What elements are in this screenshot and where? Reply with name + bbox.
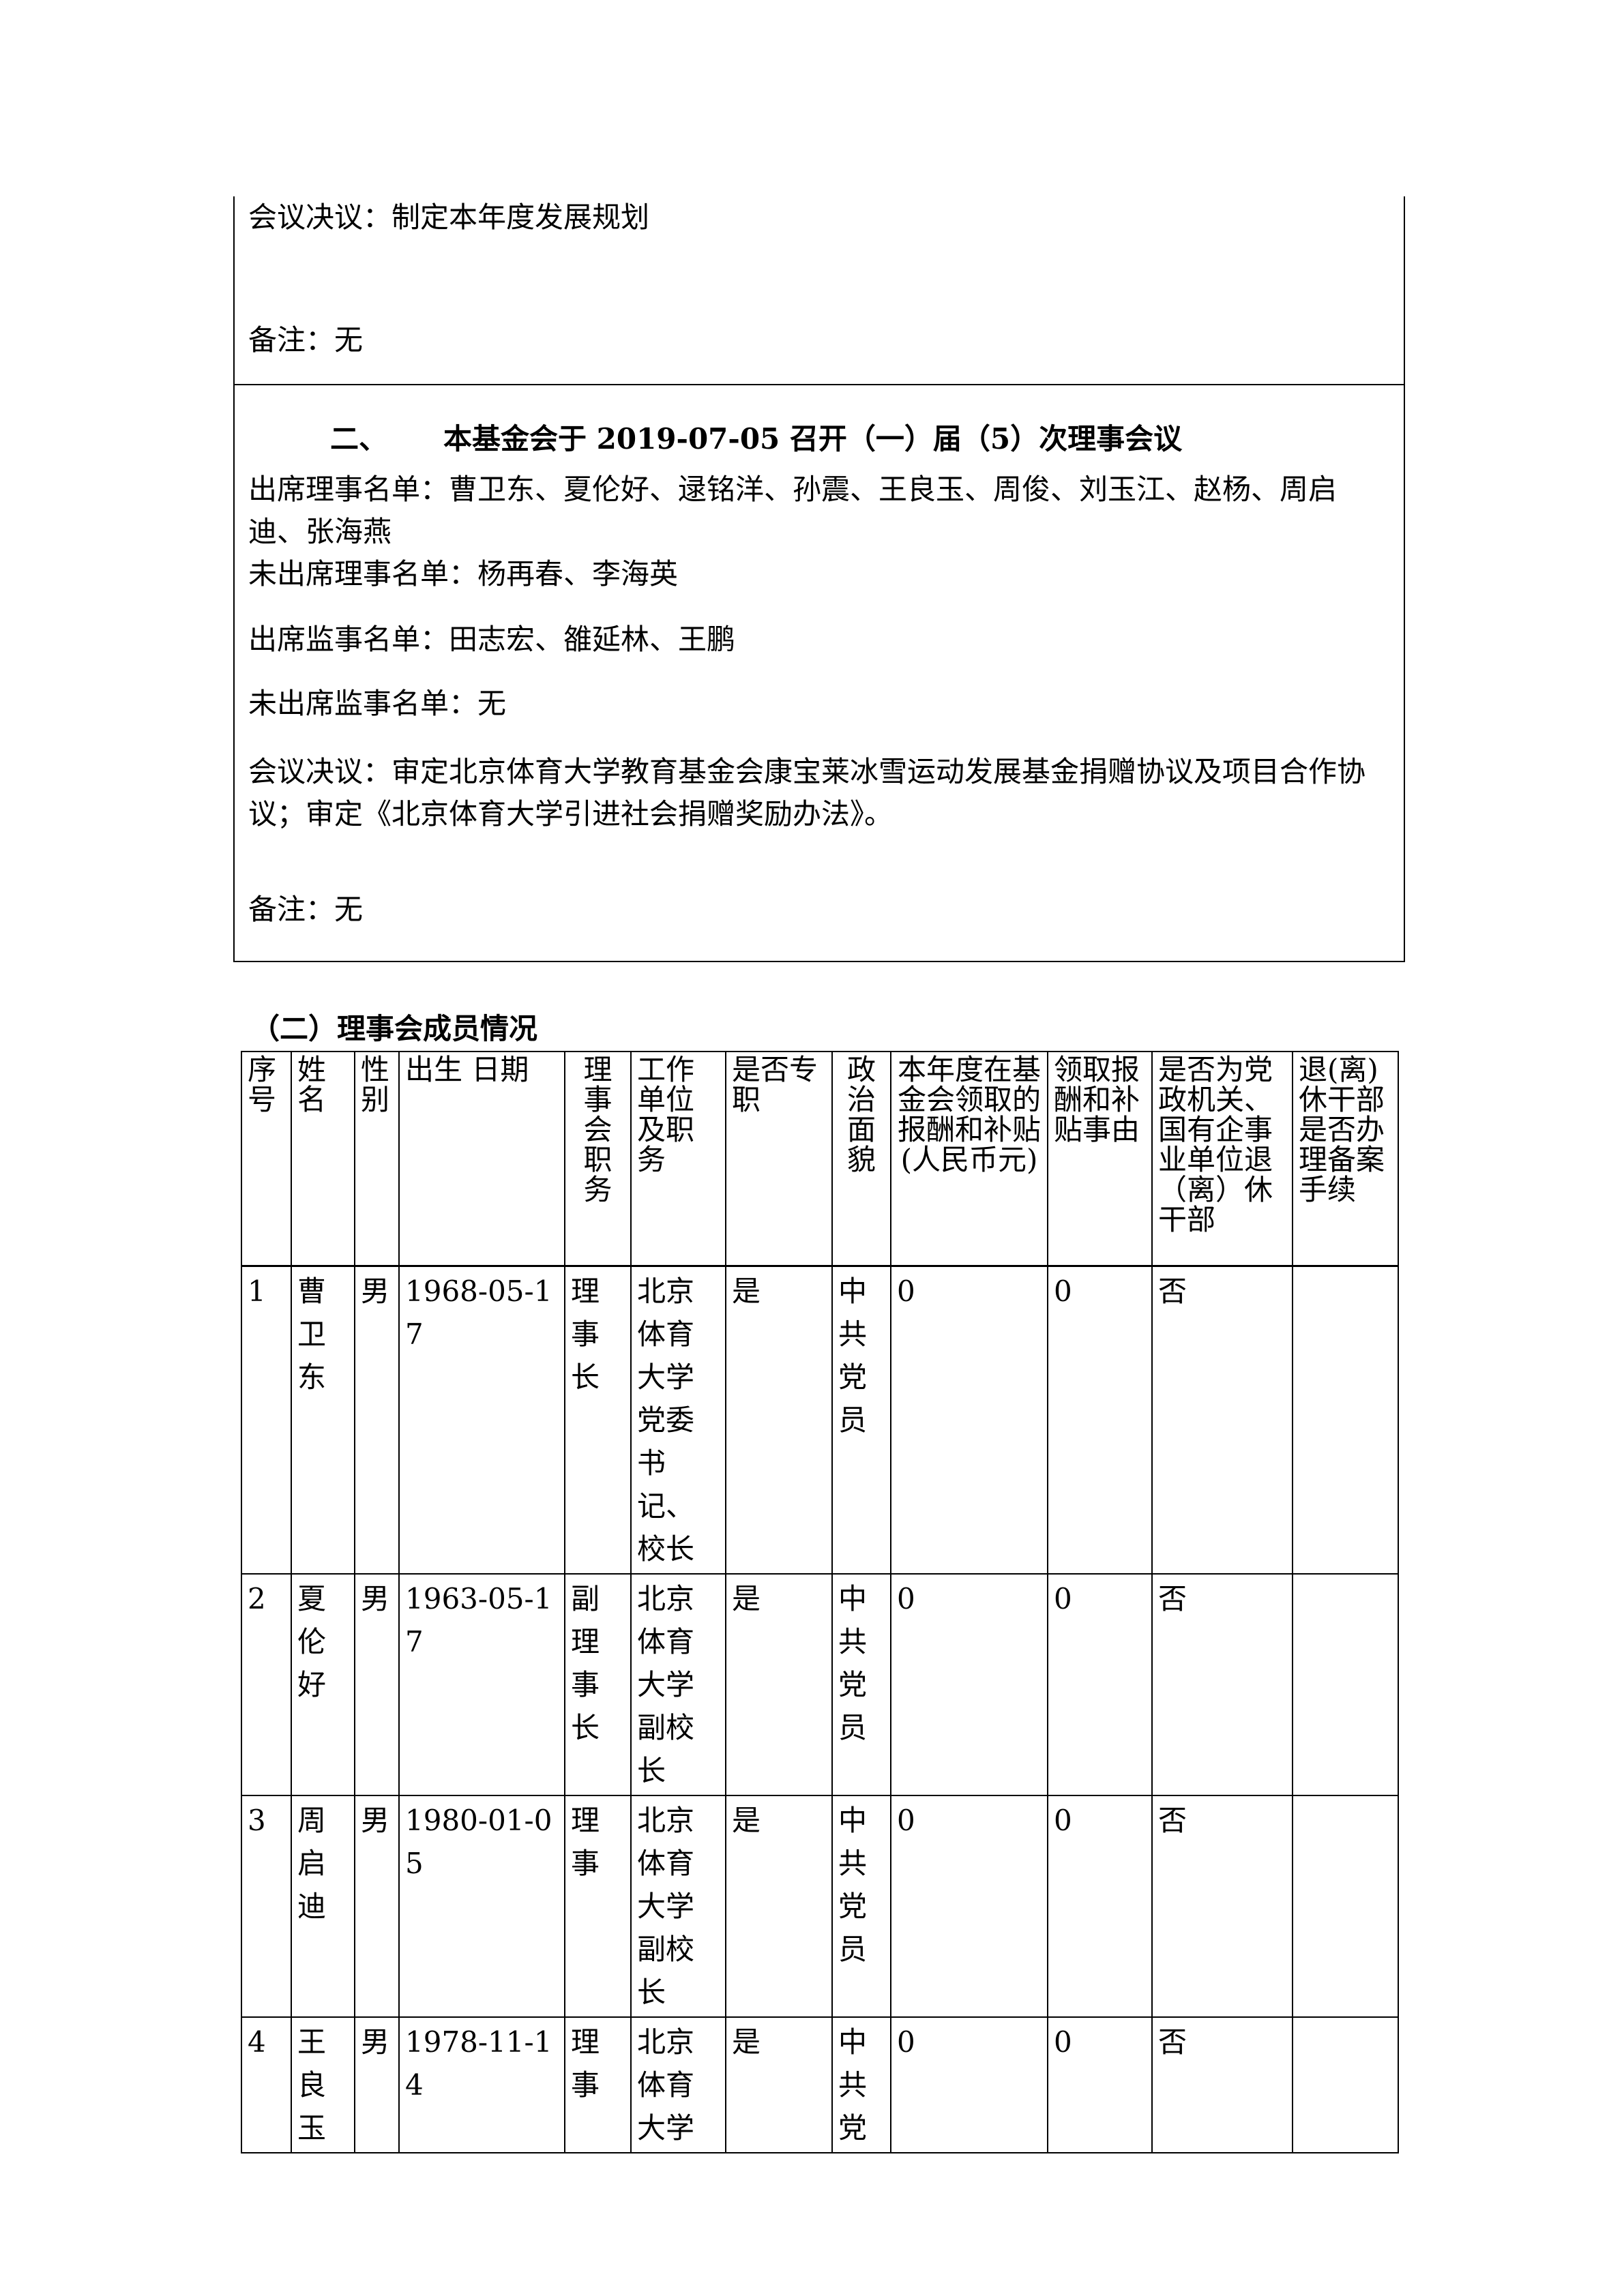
cell-remuneration: 0 xyxy=(890,2016,1048,2153)
cell-index: 2 xyxy=(241,1572,292,1796)
cell-work-unit: 北京体育大学 xyxy=(630,2016,726,2153)
header-cell: 出生 日期 xyxy=(398,1051,565,1267)
header-cell: 本年度在基金会领取的报酬和补贴(人民币元) xyxy=(890,1051,1048,1267)
header-cell: 性别 xyxy=(354,1051,400,1267)
cell-work-unit: 北京体育大学党委书记、校长 xyxy=(630,1265,726,1575)
cell-board-position: 副理事长 xyxy=(564,1572,632,1796)
header-cell: 工作单位及职务 xyxy=(630,1051,726,1267)
meeting-2-title: 本基金会于 2019-07-05 召开（一）届（5）次理事会议 xyxy=(443,422,1183,456)
cell-work-unit: 北京体育大学副校长 xyxy=(630,1572,726,1796)
meeting-2-remark: 备注：无 xyxy=(248,893,364,926)
cell-gender: 男 xyxy=(354,1265,400,1575)
cell-filing-status xyxy=(1292,1794,1399,2018)
header-cell: 退(离)休干部是否办理备案手续 xyxy=(1292,1051,1399,1267)
cell-retired-cadre: 否 xyxy=(1151,1794,1293,2018)
cell-retired-cadre: 否 xyxy=(1151,1265,1293,1575)
cell-name: 王良玉 xyxy=(291,2016,355,2153)
meeting-1-remark: 备注：无 xyxy=(248,323,364,357)
cell-birth-date: 1968-05-17 xyxy=(398,1265,565,1575)
header-cell: 序号 xyxy=(241,1051,292,1267)
cell-index: 4 xyxy=(241,2016,292,2153)
cell-birth-date: 1980-01-05 xyxy=(398,1794,565,2018)
header-cell: 政治面貌 xyxy=(831,1051,891,1267)
board-members-table: 序号 姓名 性别 出生 日期 理事会职务 工作单位及职务 是否专职 政治面貌 本… xyxy=(241,1051,1399,2153)
header-cell: 理事会职务 xyxy=(564,1051,632,1267)
directors-absent: 未出席理事名单：杨再春、李海英 xyxy=(248,557,679,591)
cell-remuneration: 0 xyxy=(890,1794,1048,2018)
cell-index: 1 xyxy=(241,1265,292,1575)
directors-present: 出席理事名单：曹卫东、夏伦好、逯铭洋、孙震、王良玉、周俊、刘玉江、赵杨、周启迪、… xyxy=(248,473,1338,548)
section-title: （二）理事会成员情况 xyxy=(251,1012,538,1045)
cell-retired-cadre: 否 xyxy=(1151,1572,1293,1796)
meeting-2-resolution: 会议决议：审定北京体育大学教育基金会康宝莱冰雪运动发展基金捐赠协议及项目合作协议… xyxy=(248,755,1366,831)
table-row: 1 曹卫东男 1968-05-17 理事长 北京体育大学党委书记、校长是中共党员 0 0 否 xyxy=(241,1265,1399,1575)
supervisors-absent: 未出席监事名单：无 xyxy=(248,687,507,720)
header-cell: 领取报酬和补贴事由 xyxy=(1047,1051,1153,1267)
cell-political-status: 中共党员 xyxy=(831,1572,891,1796)
table-row: 4 王良玉男 1978-11-14 理事 北京体育大学是中共党 0 0 否 xyxy=(241,2016,1399,2153)
cell-remuneration: 0 xyxy=(890,1265,1048,1575)
cell-filing-status xyxy=(1292,2016,1399,2153)
cell-name: 夏伦好 xyxy=(291,1572,355,1796)
header-cell: 姓名 xyxy=(291,1051,355,1267)
meeting-1-resolution: 会议决议：制定本年度发展规划 xyxy=(248,200,650,234)
cell-remuneration-reason: 0 xyxy=(1047,1572,1153,1796)
cell-board-position: 理事 xyxy=(564,1794,632,2018)
cell-remuneration-reason: 0 xyxy=(1047,1794,1153,2018)
cell-gender: 男 xyxy=(354,1572,400,1796)
cell-political-status: 中共党 xyxy=(831,2016,891,2153)
meeting-2-index: 二、 xyxy=(330,422,388,456)
cell-political-status: 中共党员 xyxy=(831,1265,891,1575)
cell-political-status: 中共党员 xyxy=(831,1794,891,2018)
header-cell: 是否为党政机关、国有企事业单位退（离）休干部 xyxy=(1151,1051,1293,1267)
cell-full-time: 是 xyxy=(725,1794,833,2018)
table-row: 2 夏伦好男 1963-05-17 副理事长 北京体育大学副校长是中共党员 0 0 否 xyxy=(241,1572,1399,1796)
table-header-row: 序号 姓名 性别 出生 日期 理事会职务 工作单位及职务 是否专职 政治面貌 本… xyxy=(241,1051,1399,1267)
cell-birth-date: 1978-11-14 xyxy=(398,2016,565,2153)
cell-remuneration-reason: 0 xyxy=(1047,2016,1153,2153)
meeting-2-box: 二、 本基金会于 2019-07-05 召开（一）届（5）次理事会议 出席理事名… xyxy=(233,384,1405,962)
cell-filing-status xyxy=(1292,1572,1399,1796)
header-cell: 是否专职 xyxy=(725,1051,833,1267)
cell-full-time: 是 xyxy=(725,1572,833,1796)
meeting-1-box: 会议决议：制定本年度发展规划 备注：无 xyxy=(233,196,1405,385)
cell-filing-status xyxy=(1292,1265,1399,1575)
table-row: 3 周启迪男 1980-01-05 理事 北京体育大学副校长是中共党员 0 0 否 xyxy=(241,1794,1399,2018)
supervisors-present: 出席监事名单：田志宏、雒延林、王鹏 xyxy=(248,623,736,656)
cell-gender: 男 xyxy=(354,2016,400,2153)
cell-name: 周启迪 xyxy=(291,1794,355,2018)
cell-remuneration-reason: 0 xyxy=(1047,1265,1153,1575)
cell-index: 3 xyxy=(241,1794,292,2018)
cell-name: 曹卫东 xyxy=(291,1265,355,1575)
cell-birth-date: 1963-05-17 xyxy=(398,1572,565,1796)
cell-gender: 男 xyxy=(354,1794,400,2018)
cell-full-time: 是 xyxy=(725,1265,833,1575)
cell-remuneration: 0 xyxy=(890,1572,1048,1796)
cell-work-unit: 北京体育大学副校长 xyxy=(630,1794,726,2018)
cell-board-position: 理事 xyxy=(564,2016,632,2153)
cell-retired-cadre: 否 xyxy=(1151,2016,1293,2153)
cell-full-time: 是 xyxy=(725,2016,833,2153)
cell-board-position: 理事长 xyxy=(564,1265,632,1575)
